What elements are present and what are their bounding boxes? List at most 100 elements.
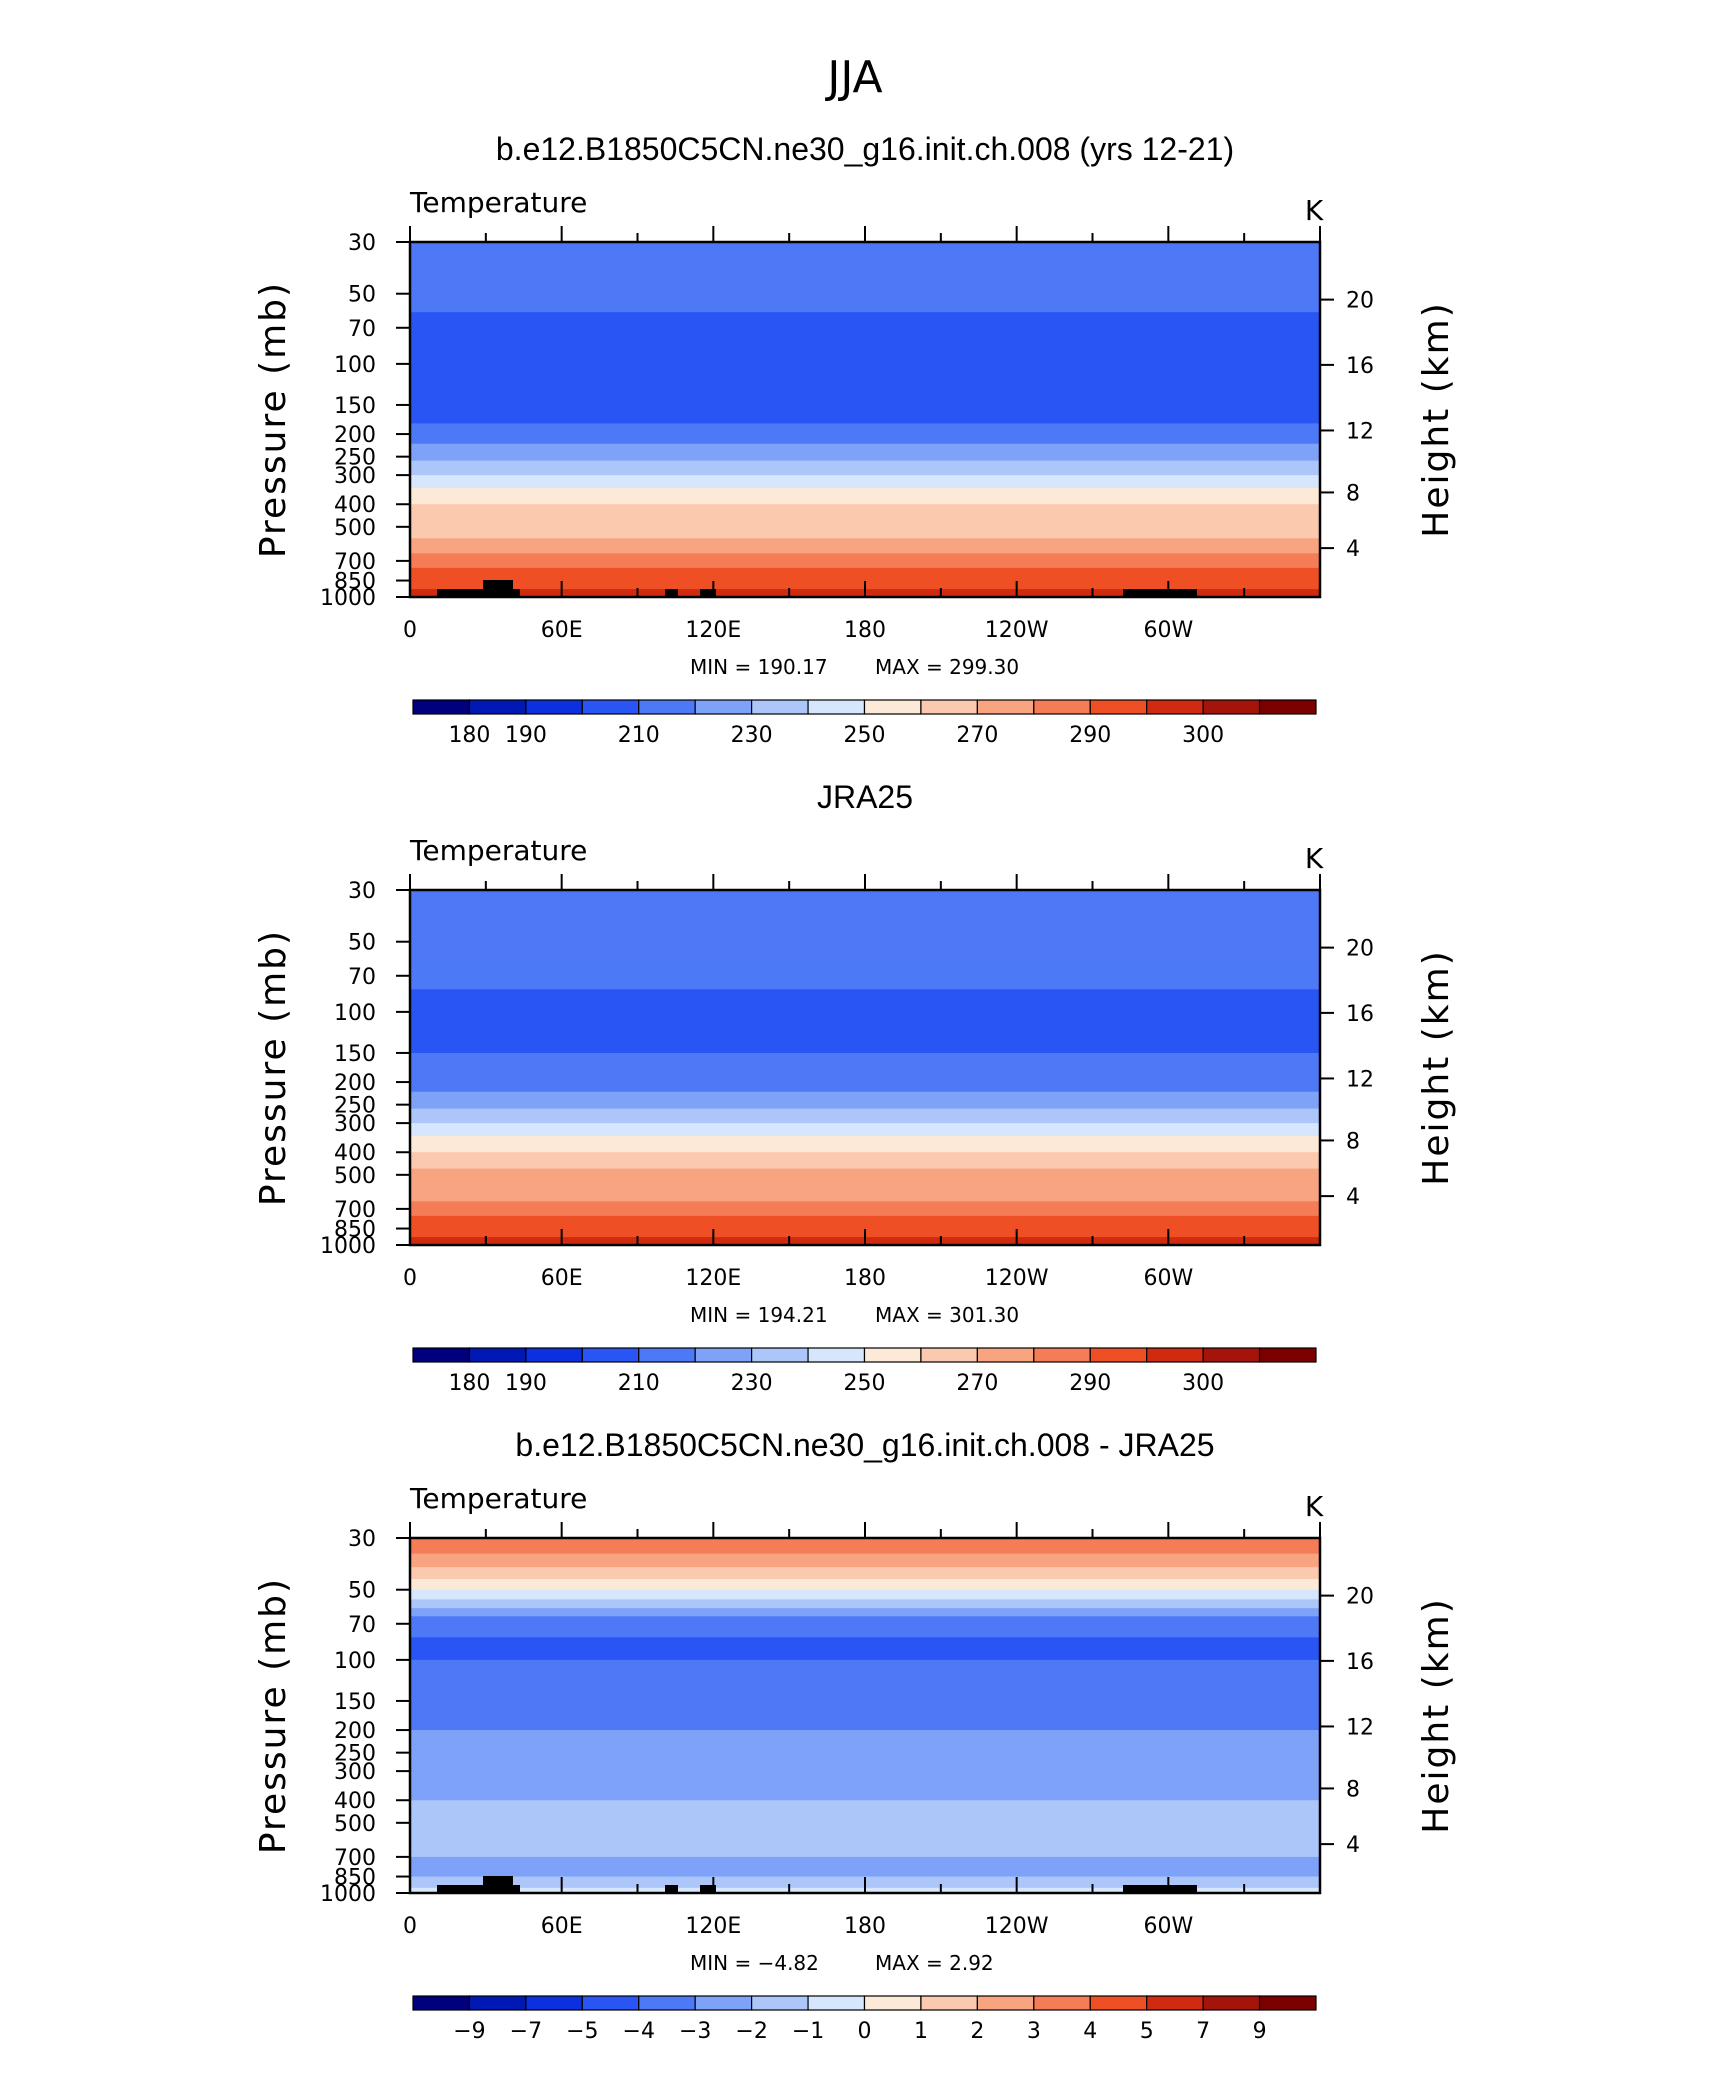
- colorbar-box: [1258, 1995, 1317, 2011]
- colorbar-box: [863, 699, 922, 715]
- panel-1: b.e12.B1850C5CN.ne30_g16.init.ch.008 (yr…: [253, 131, 1457, 748]
- y2-tick-label: 4: [1346, 537, 1360, 562]
- colorbar-label: 9: [1253, 2019, 1267, 2044]
- colorbar-label: 5: [1140, 2019, 1154, 2044]
- contour-band: [410, 1168, 1320, 1187]
- y2-tick-label: 4: [1346, 1833, 1360, 1858]
- y-tick-label: 400: [334, 1141, 376, 1166]
- contour-band: [410, 1011, 1320, 1040]
- contour-bands: [410, 1538, 1320, 1894]
- colorbar-box: [412, 1347, 471, 1363]
- min-label: MIN = −4.82: [690, 1951, 819, 1975]
- figure-title: JJA: [824, 52, 882, 103]
- y-axis-title: Pressure (mb): [253, 1577, 294, 1854]
- y2-tick-label: 20: [1346, 937, 1374, 962]
- y-tick-label: 50: [348, 931, 376, 956]
- colorbar-label: 300: [1182, 1371, 1224, 1396]
- colorbar-box: [1258, 699, 1317, 715]
- x-axis: 0 60E 120E 180 120W 60W: [403, 1522, 1321, 1939]
- terrain-block: [665, 589, 678, 597]
- contour-band: [410, 553, 1320, 569]
- min-label: MIN = 194.21: [690, 1303, 828, 1327]
- colorbar-label: 190: [505, 1371, 547, 1396]
- y2-tick-label: 12: [1346, 419, 1374, 444]
- y-tick-label: 30: [348, 1527, 376, 1552]
- contour-band: [410, 520, 1320, 539]
- y2-tick-label: 12: [1346, 1715, 1374, 1740]
- x-tick-label: 120E: [685, 1914, 741, 1939]
- colorbar-box: [581, 699, 640, 715]
- x-tick-label: 180: [844, 1914, 886, 1939]
- contour-band: [410, 1052, 1320, 1072]
- contour-band: [410, 404, 1320, 424]
- contour-band: [410, 390, 1320, 406]
- colorbar-box: [920, 1995, 978, 2011]
- colorbar-box: [751, 1347, 809, 1363]
- contour-band: [410, 1589, 1320, 1600]
- colorbar-label: 180: [448, 1371, 490, 1396]
- colorbar-box: [1033, 1347, 1091, 1363]
- contour-band: [410, 1616, 1320, 1638]
- y2-tick-label: 20: [1346, 1585, 1374, 1610]
- x-axis: 0 60E 120E 180 120W 60W: [403, 226, 1321, 643]
- y-tick-label: 500: [334, 1164, 376, 1189]
- contour-bands: [410, 242, 1320, 598]
- y-tick-label: 250: [334, 1742, 376, 1767]
- x-tick-label: 60W: [1143, 1266, 1193, 1291]
- y2-axis: 20 16 12 8 4: [1320, 1585, 1374, 1858]
- colorbar-box: [920, 1347, 978, 1363]
- contour-band: [410, 242, 1320, 284]
- contour-band: [410, 1659, 1320, 1695]
- colorbar-box: [751, 1995, 809, 2011]
- contour-band: [410, 1579, 1320, 1591]
- contour-band: [410, 487, 1320, 505]
- contour-band: [410, 1856, 1320, 1878]
- colorbar-box: [694, 699, 753, 715]
- terrain-block: [1123, 1885, 1197, 1893]
- colorbar-label: −4: [623, 2019, 655, 2044]
- y-tick-label: 700: [334, 1198, 376, 1223]
- y-tick-label: 300: [334, 464, 376, 489]
- contour-band: [410, 989, 1320, 1013]
- contour-band: [410, 1822, 1320, 1858]
- colorbar-box: [1089, 1995, 1148, 2011]
- min-label: MIN = 190.17: [690, 655, 828, 679]
- colorbar-box: [1258, 1347, 1317, 1363]
- y-tick-label: 50: [348, 283, 376, 308]
- contour-band: [410, 538, 1320, 554]
- x-tick-label: 120W: [985, 1266, 1049, 1291]
- colorbar-box: [751, 699, 809, 715]
- contour-band: [410, 567, 1320, 582]
- contour-band: [410, 890, 1320, 932]
- colorbar-label: 250: [844, 723, 886, 748]
- colorbar-box: [468, 699, 527, 715]
- x-tick-label: 60E: [541, 1266, 583, 1291]
- colorbar-label: 1: [914, 2019, 928, 2044]
- x-tick-label: 60E: [541, 1914, 583, 1939]
- colorbar-box: [1033, 699, 1091, 715]
- y2-tick-label: 20: [1346, 289, 1374, 314]
- panel-title: b.e12.B1850C5CN.ne30_g16.init.ch.008 (yr…: [496, 131, 1234, 167]
- contour-band: [410, 1608, 1320, 1617]
- units-label: K: [1305, 1490, 1324, 1523]
- colorbar-label: −1: [792, 2019, 824, 2044]
- max-label: MAX = 301.30: [875, 1303, 1019, 1327]
- colorbar-box: [1202, 1347, 1261, 1363]
- contour-band: [410, 1123, 1320, 1137]
- colorbar-box: [581, 1995, 640, 2011]
- terrain-block: [665, 1885, 678, 1893]
- x-tick-label: 0: [403, 1914, 417, 1939]
- colorbar: −9 −7 −5 −4 −3 −2 −1 0 1 2 3 4 5 7 9: [412, 1995, 1317, 2044]
- colorbar-label: 300: [1182, 723, 1224, 748]
- y2-tick-label: 4: [1346, 1185, 1360, 1210]
- y-tick-label: 850: [334, 1866, 376, 1891]
- contour-band: [410, 1152, 1320, 1170]
- contour-band: [410, 1201, 1320, 1217]
- colorbar-label: −2: [735, 2019, 767, 2044]
- colorbar-label: 210: [618, 1371, 660, 1396]
- colorbar-label: −3: [679, 2019, 711, 2044]
- x-tick-label: 120E: [685, 1266, 741, 1291]
